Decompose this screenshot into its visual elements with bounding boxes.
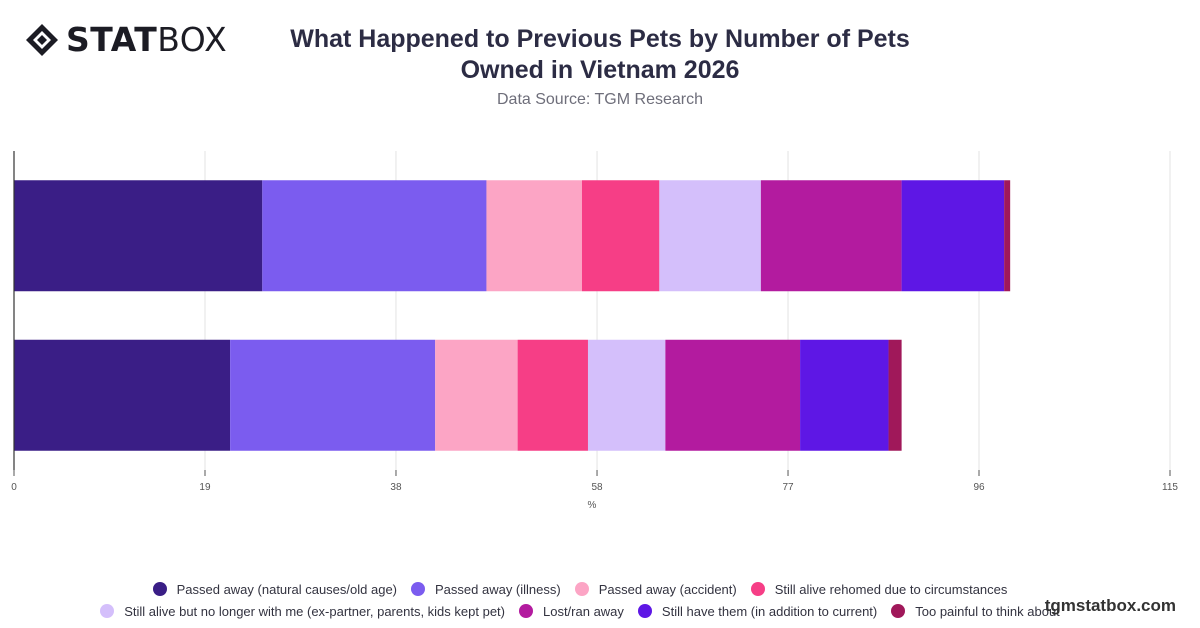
- legend-label: Still have them (in addition to current): [661, 603, 878, 619]
- legend-item[interactable]: Passed away (illness): [411, 582, 561, 597]
- bar-segment: [262, 180, 487, 292]
- legend-item[interactable]: Still alive but no longer with me (ex-pa…: [100, 604, 505, 619]
- bar-segment: [760, 180, 902, 292]
- bar-segment: [901, 180, 1005, 292]
- legend-label: Passed away (natural causes/old age): [176, 581, 397, 597]
- legend-item[interactable]: Passed away (natural causes/old age): [152, 581, 397, 597]
- bar-segment: [517, 339, 588, 451]
- bar-segment: [1004, 180, 1011, 292]
- legend-label: Lost/ran away: [542, 603, 624, 619]
- bar-segment: [800, 339, 889, 451]
- bar-segment: [587, 339, 666, 451]
- bar-segment: [659, 180, 761, 292]
- bar-segment: [486, 180, 582, 292]
- legend-label: Still alive but no longer with me (ex-pa…: [124, 603, 505, 619]
- legend-item[interactable]: Passed away (accident): [574, 581, 737, 597]
- legend-swatch: [152, 582, 167, 596]
- chart-legend: Passed away (natural causes/old age) Pass…: [80, 578, 1080, 622]
- legend-label: Too painful to think about: [915, 603, 1060, 619]
- statbox-logo: STATBOX: [24, 22, 227, 58]
- logo-regular-text: BOX: [157, 20, 228, 59]
- legend-swatch: [100, 604, 115, 618]
- legend-item[interactable]: Still have them (in addition to current): [637, 603, 878, 619]
- logo-bold-text: STAT: [66, 20, 158, 59]
- legend-swatch: [750, 582, 765, 596]
- legend-item[interactable]: Lost/ran away: [518, 603, 624, 619]
- legend-item[interactable]: Too painful to think about: [891, 604, 1060, 619]
- chart-subtitle: Data Source: TGM Research: [496, 91, 703, 108]
- legend-item[interactable]: Still alive rehomed due to circumstances: [750, 581, 1008, 597]
- x-tick-label: 0: [11, 482, 17, 493]
- bar-segment: [14, 180, 263, 292]
- legend-label: Passed away (accident): [598, 581, 737, 597]
- bar-segment: [581, 180, 660, 292]
- x-tick-label: 77: [782, 482, 794, 493]
- x-tick-label: 115: [1162, 482, 1178, 493]
- legend-row: Still alive but no longer with me (ex-pa…: [80, 600, 1080, 622]
- x-tick-label: 58: [591, 482, 603, 493]
- chart-title: What Happened to Previous Pets by Number…: [290, 25, 910, 84]
- legend-swatch: [411, 582, 425, 596]
- diamond-logo-icon: [26, 24, 58, 56]
- legend-label: Still alive rehomed due to circumstances: [774, 581, 1008, 597]
- x-tick-label: 38: [390, 482, 402, 493]
- legend-swatch: [637, 604, 652, 618]
- x-tick-label: 96: [973, 482, 985, 493]
- watermark: tgmstatbox.com: [1044, 596, 1176, 615]
- x-axis-label: %: [588, 500, 597, 511]
- legend-swatch: [574, 582, 589, 596]
- bar-segment: [14, 339, 231, 451]
- legend-row: Passed away (natural causes/old age) Pass…: [80, 578, 1080, 600]
- bar-segment: [888, 339, 902, 451]
- stacked-bar-chart: 0 19 38 58 77 96 115%: [11, 151, 1178, 511]
- bar-segment: [435, 339, 518, 451]
- legend-swatch: [518, 604, 533, 618]
- logo-wordmark: STATBOX: [66, 22, 227, 58]
- bar-segment: [665, 339, 801, 451]
- bar-segment: [230, 339, 436, 451]
- legend-label: Passed away (illness): [435, 581, 561, 597]
- legend-swatch: [891, 604, 906, 618]
- x-tick-label: 19: [199, 482, 211, 493]
